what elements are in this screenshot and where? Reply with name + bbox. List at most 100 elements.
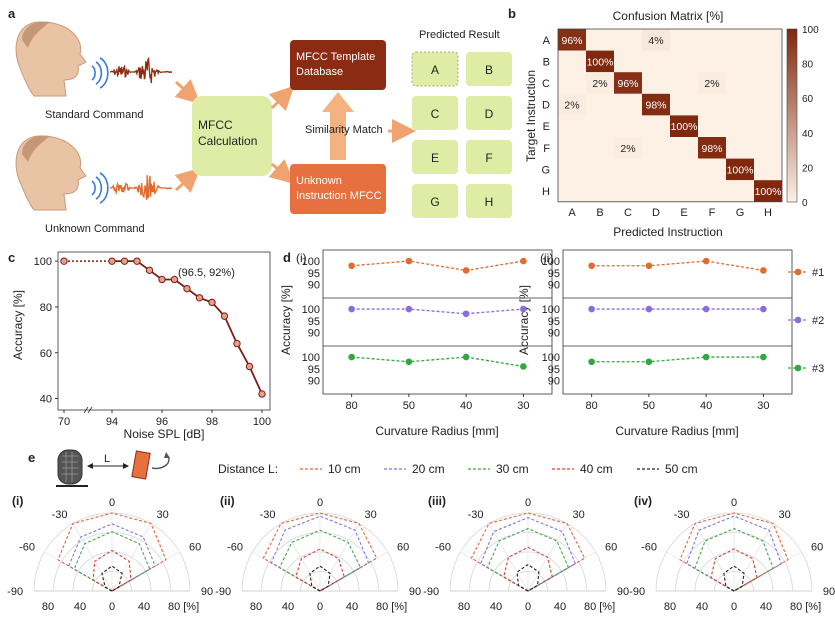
curv-point-1-0-2	[702, 257, 710, 265]
speaker-icon	[56, 449, 88, 487]
unknown-mfcc-box	[290, 164, 386, 214]
cm-cell-3-1	[586, 93, 614, 116]
similarity-match-label: Similarity Match	[305, 124, 383, 136]
curv-xlabel-i: Curvature Radius [mm]	[375, 424, 498, 438]
curv-ytick-0-2-90: 90	[308, 376, 320, 388]
cm-cell-6-6	[726, 158, 754, 181]
cm-cell-3-6	[726, 93, 754, 116]
curv-point-0-2-1	[405, 358, 413, 366]
result-box-f	[466, 140, 512, 174]
sound-icon-unknown	[91, 172, 109, 204]
polar-rtick-1-0: 80	[250, 601, 262, 613]
cm-cell-2-5	[698, 72, 726, 94]
cm-cell-5-4	[670, 137, 698, 159]
curv-legend-label-2: #3	[812, 363, 824, 375]
cm-cell-0-7	[754, 29, 782, 51]
polar-series-2-2	[486, 528, 570, 592]
polar-angle-label-3-4: 30	[778, 509, 790, 521]
noise-ytick-60: 60	[40, 348, 52, 360]
panel-label-c: c	[8, 250, 15, 265]
polar-angle-label-0-1: -60	[19, 542, 35, 554]
cm-cell-5-0	[558, 137, 586, 159]
template-db-line2: Database	[296, 66, 343, 78]
mfcc-calc-line1: MFCC	[198, 118, 233, 132]
polar-spoke-3-2	[694, 523, 735, 592]
curv-point-1-1-3	[760, 305, 767, 313]
arrow-unknown-to-mfcc	[174, 167, 201, 193]
curv-point-0-1-2	[462, 310, 470, 318]
cm-ytick-G: G	[541, 164, 550, 176]
polar-subtitle-3: (iv)	[634, 494, 652, 508]
cm-cell-label-6-6: 100%	[727, 164, 754, 176]
noise-point-6	[170, 275, 179, 284]
noise-frame	[57, 251, 271, 411]
result-letter-g: G	[430, 195, 439, 209]
cm-cell-label-2-2: 96%	[617, 78, 638, 90]
cm-cell-label-2-5: 2%	[704, 78, 719, 90]
curv-legend-label-1: #2	[812, 315, 824, 327]
noise-point-13	[258, 390, 266, 398]
curv-ytick-0-2-95: 95	[308, 364, 320, 376]
cm-cell-3-2	[614, 93, 642, 116]
result-box-a	[411, 51, 459, 87]
colorbar-tick-80: 80	[802, 60, 814, 71]
curv-line-0-2	[351, 356, 524, 368]
polar-legend-label-1: 20 cm	[412, 462, 445, 476]
cm-cell-0-5	[698, 29, 726, 51]
curv-point-1-0-3	[760, 267, 767, 274]
cm-cell-1-2	[614, 50, 642, 73]
result-box-g	[412, 184, 458, 218]
cm-cell-3-7	[754, 93, 782, 116]
curv-ytick-0-1-95: 95	[308, 316, 320, 328]
polar-rtick-0-2: 0	[109, 601, 115, 613]
polar-spoke-0-2	[72, 523, 113, 592]
curv-xtick-1-2: 40	[700, 400, 712, 412]
curv-frame-1	[562, 249, 793, 395]
noise-ytick-80: 80	[40, 302, 52, 314]
cm-cell-2-4	[670, 72, 698, 94]
noise-point-11	[233, 339, 241, 348]
cm-ytick-D: D	[542, 100, 550, 112]
head-icon-standard	[15, 21, 87, 97]
polar-angle-label-3-3: 0	[731, 497, 737, 509]
polar-angle-label-3-6: 90	[823, 586, 835, 598]
cm-xtick-B: B	[596, 207, 603, 219]
curv-xtick-1-0: 80	[586, 400, 598, 412]
polar-angle-label-0-4: 30	[156, 509, 168, 521]
noise-point-5	[158, 275, 166, 284]
polar-angle-label-3-2: -30	[674, 509, 690, 521]
polar-series-0-3	[92, 549, 132, 592]
curv-point-1-2-2	[702, 353, 710, 361]
curv-ytick-1-1-90: 90	[548, 328, 560, 340]
noise-xtick-100: 100	[253, 416, 271, 428]
curv-legend-marker-0	[794, 268, 802, 276]
polar-legend-title: Distance L:	[218, 462, 278, 476]
cm-cell-2-6	[726, 72, 754, 94]
result-letter-h: H	[485, 195, 494, 209]
polar-series-3-4	[723, 565, 745, 592]
result-letter-d: D	[485, 107, 494, 121]
noise-ylabel: Accuracy [%]	[11, 290, 25, 360]
colorbar-tick-20: 20	[802, 163, 814, 174]
cm-ytick-F: F	[543, 143, 550, 155]
result-box-b	[466, 52, 512, 86]
polar-spoke-1-4	[319, 523, 360, 592]
cm-cell-4-5	[698, 115, 726, 137]
polar-rtick-0-4: 80 [%]	[168, 601, 199, 613]
polar-angle-label-1-2: -30	[260, 509, 276, 521]
arrow-to-template	[268, 85, 295, 112]
cm-cell-5-1	[586, 137, 614, 159]
curv-point-0-0-1	[405, 257, 413, 265]
polar-rtick-3-0: 80	[664, 601, 676, 613]
curv-point-1-1-2	[702, 305, 710, 313]
polar-series-3-1	[686, 515, 782, 592]
result-letter-c: C	[431, 107, 440, 121]
polar-angle-label-2-0: -90	[423, 586, 439, 598]
polar-series-3-0	[679, 512, 789, 592]
curv-line-1-0	[591, 260, 764, 272]
result-letter-b: B	[485, 63, 493, 77]
polar-rtick-0-0: 80	[42, 601, 54, 613]
panel-c-noise: Accuracy [%] Noise SPL [dB] (96.5, 92%) …	[11, 251, 271, 441]
cm-cell-7-3	[642, 180, 670, 202]
